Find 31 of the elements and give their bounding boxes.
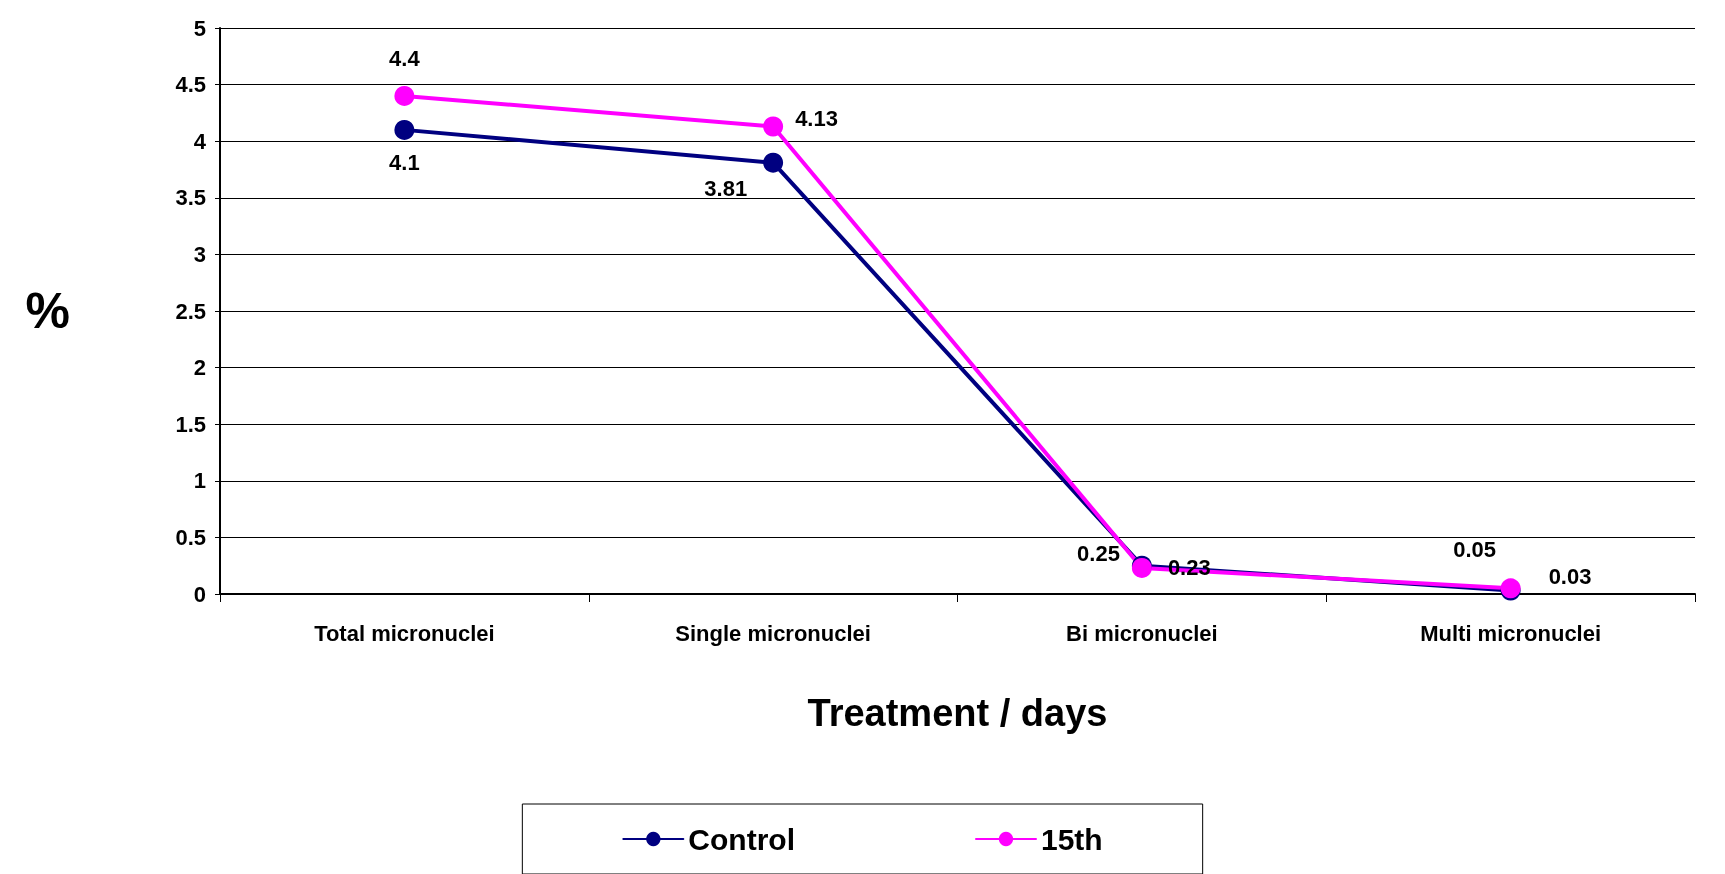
point (763, 152, 784, 173)
data-label: 4.1 (389, 150, 420, 176)
point (763, 116, 784, 137)
y-tick-label: 3.5 (175, 185, 206, 211)
data-label: 4.13 (795, 105, 838, 131)
y-tick-label: 2 (193, 355, 206, 381)
data-label: 0.25 (1077, 541, 1120, 567)
data-label: 3.81 (704, 176, 748, 202)
point (394, 85, 415, 106)
y-tick-label: 1.5 (175, 411, 206, 437)
y-tick-label: 4 (193, 128, 207, 154)
y-tick-label: 0 (193, 581, 206, 607)
y-tick-label: 2.5 (175, 298, 206, 324)
y-tick-label: 0.5 (175, 524, 206, 550)
data-label: 0.23 (1167, 555, 1211, 581)
x-tick-label: Multi micronuclei (1420, 620, 1602, 646)
x-tick-label: Single micronuclei (675, 620, 871, 646)
y-tick-label: 1 (193, 468, 206, 494)
x-axis-title: Treatment / days (807, 692, 1108, 734)
y-tick-label: 3 (193, 241, 206, 267)
x-tick-label: Bi micronuclei (1066, 620, 1218, 646)
legend-label: Control (688, 822, 795, 856)
data-label: 0.05 (1453, 536, 1497, 562)
x-tick-label: Total micronuclei (314, 620, 495, 646)
y-tick-label: 5 (193, 15, 206, 41)
data-label: 0.03 (1548, 564, 1592, 590)
data-label: 4.4 (389, 46, 421, 72)
y-tick-label: 4.5 (175, 72, 206, 98)
legend-label: 15th (1040, 822, 1103, 856)
point (394, 119, 415, 140)
y-axis-title: % (25, 283, 70, 339)
